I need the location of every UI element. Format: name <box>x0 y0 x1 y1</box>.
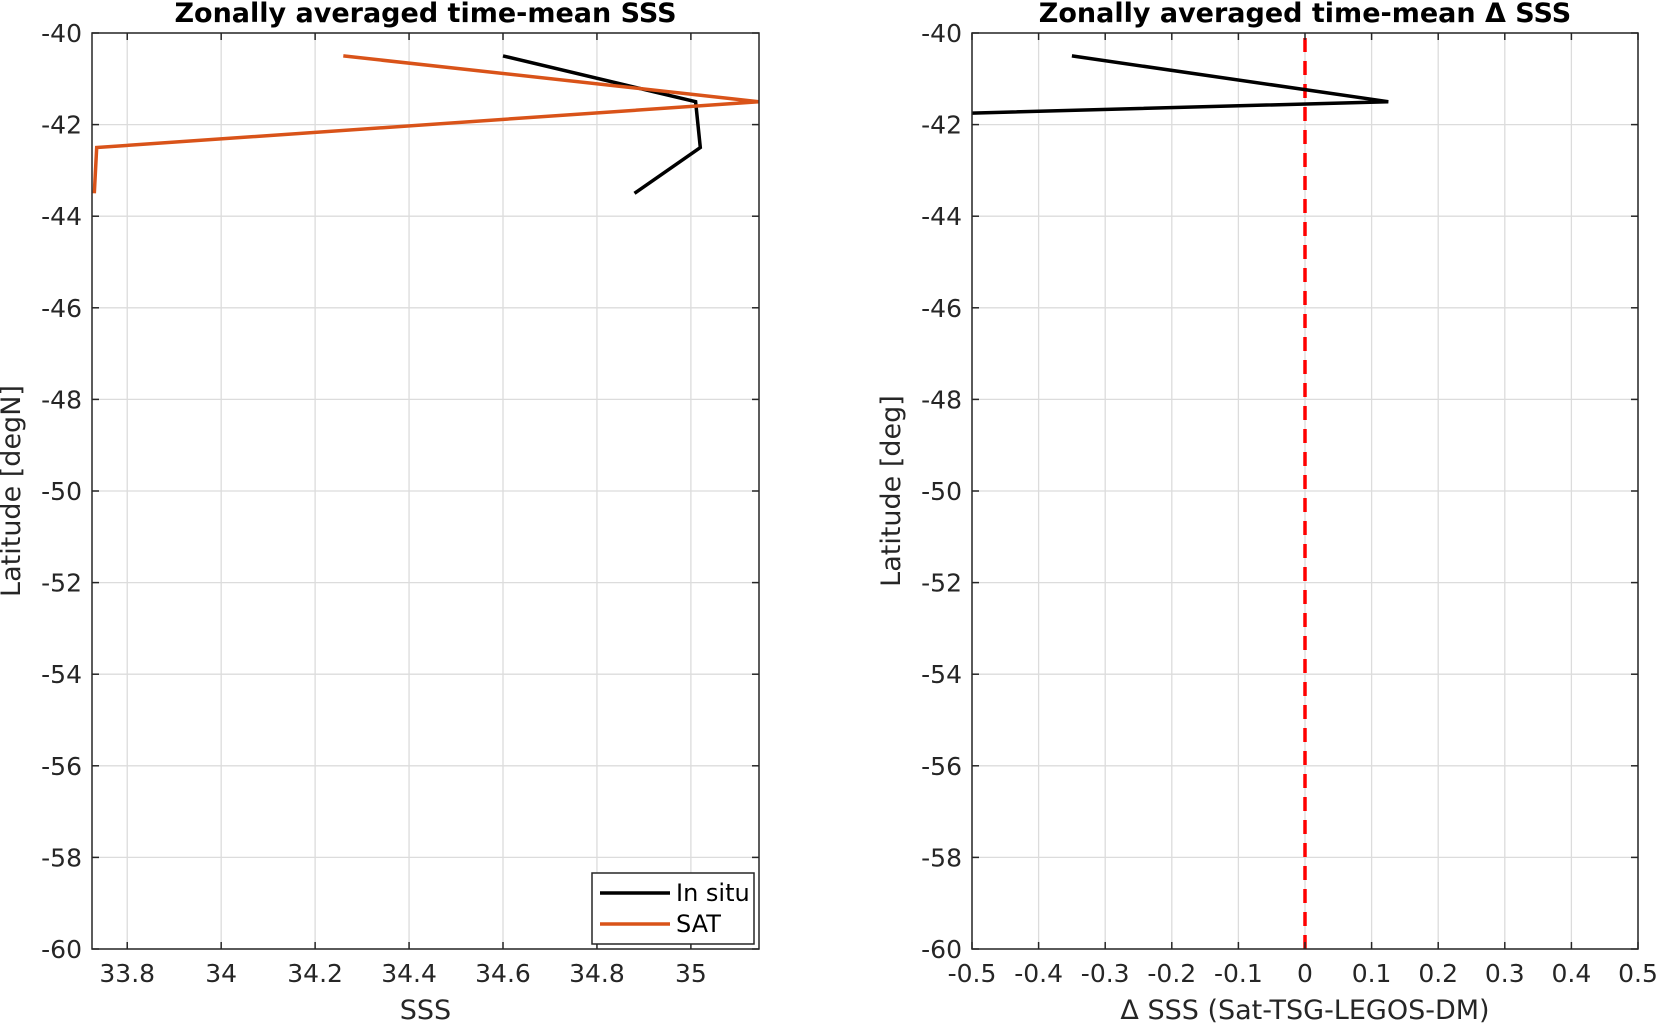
delta-sss-x-axis-label: Δ SSS (Sat-TSG-LEGOS-DM) <box>1120 995 1489 1026</box>
sss-y-tick-label: -60 <box>41 935 82 964</box>
sss-y-tick-label: -40 <box>41 19 82 48</box>
delta-sss-title: Zonally averaged time-mean Δ SSS <box>1039 0 1571 29</box>
delta-sss-x-tick-label: 0 <box>1297 959 1313 988</box>
delta-sss-y-tick-label: -40 <box>921 19 962 48</box>
delta-sss-x-tick-label: 0.3 <box>1485 959 1525 988</box>
sss-y-tick-label: -44 <box>41 202 82 231</box>
sss-y-tick-label: -46 <box>41 294 82 323</box>
delta-sss-y-tick-label: -58 <box>921 843 962 872</box>
delta-sss-x-tick-label: 0.5 <box>1618 959 1658 988</box>
delta-sss-y-tick-label: -56 <box>921 752 962 781</box>
sss-y-tick-label: -54 <box>41 660 82 689</box>
delta-sss-y-tick-label: -60 <box>921 935 962 964</box>
delta-sss-grid <box>971 32 1639 950</box>
delta-sss-series-0-line <box>972 54 1389 115</box>
sss-x-tick-label: 34 <box>205 959 237 988</box>
sss-sat-line <box>92 54 759 194</box>
delta-sss-series <box>972 38 1389 949</box>
sss-y-tick-label: -58 <box>41 843 82 872</box>
delta-sss-x-tick-label: -0.2 <box>1147 959 1196 988</box>
sss-ticks: 33.8 34 34.2 34.4 34.6 34.8 35 -40 -42 -44 -46 -48 -… <box>41 19 759 988</box>
sss-series <box>92 54 759 195</box>
delta-sss-y-tick-label: -50 <box>921 477 962 506</box>
delta-sss-x-tick-label: -0.4 <box>1014 959 1063 988</box>
sss-title: Zonally averaged time-mean SSS <box>174 0 676 29</box>
sss-x-tick-label: 35 <box>675 959 707 988</box>
sss-panel: 33.8 34 34.2 34.4 34.6 34.8 35 -40 -42 -44 -46 -48 -… <box>0 0 760 1026</box>
delta-sss-x-tick-label: 0.4 <box>1552 959 1592 988</box>
delta-sss-ticks: -0.5 -0.4 -0.3 -0.2 -0.1 0 0.1 0.2 0.3 0.4 0.5 -40 -… <box>921 19 1658 988</box>
sss-y-tick-label: -42 <box>41 111 82 140</box>
delta-sss-x-tick-label: -0.1 <box>1214 959 1263 988</box>
sss-y-tick-label: -48 <box>41 385 82 414</box>
delta-sss-x-tick-label: 0.1 <box>1352 959 1392 988</box>
delta-sss-y-tick-label: -52 <box>921 569 962 598</box>
sss-x-tick-label: 34.4 <box>381 959 437 988</box>
sss-y-tick-label: -50 <box>41 477 82 506</box>
delta-sss-y-tick-label: -54 <box>921 660 962 689</box>
delta-sss-x-tick-label: -0.3 <box>1081 959 1130 988</box>
sss-x-tick-label: 33.8 <box>99 959 155 988</box>
legend-sat-label: SAT <box>676 910 721 938</box>
sss-x-tick-label: 34.8 <box>569 959 625 988</box>
sss-grid <box>92 32 759 950</box>
delta-sss-y-tick-label: -46 <box>921 294 962 323</box>
delta-sss-y-tick-label: -42 <box>921 111 962 140</box>
sss-y-axis-label: Latitude [degN] <box>0 385 27 597</box>
sss-in-situ-line <box>502 54 703 195</box>
sss-x-axis-label: SSS <box>400 995 451 1026</box>
sss-y-tick-label: -56 <box>41 752 82 781</box>
delta-sss-y-axis-label: Latitude [deg] <box>876 395 907 587</box>
legend-in-situ-label: In situ <box>676 879 750 907</box>
delta-sss-y-tick-label: -48 <box>921 385 962 414</box>
sss-x-tick-label: 34.6 <box>475 959 531 988</box>
delta-sss-x-tick-label: -0.5 <box>948 959 997 988</box>
delta-sss-panel: -0.5 -0.4 -0.3 -0.2 -0.1 0 0.1 0.2 0.3 0.4 0.5 -40 -… <box>876 0 1658 1026</box>
legend-box <box>591 872 755 945</box>
delta-sss-y-tick-label: -44 <box>921 202 962 231</box>
sss-y-tick-label: -52 <box>41 569 82 598</box>
sss-legend: In situ SAT <box>591 872 755 945</box>
delta-sss-x-tick-label: 0.2 <box>1418 959 1458 988</box>
sss-x-tick-label: 34.2 <box>287 959 343 988</box>
